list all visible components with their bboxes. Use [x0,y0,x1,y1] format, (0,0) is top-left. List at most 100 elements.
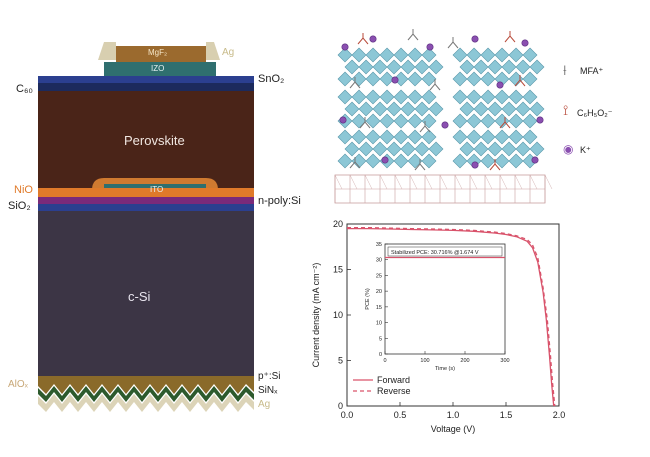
octahedron [407,153,423,169]
octahedron [487,141,503,157]
izo-label: IZO [151,64,165,73]
octahedron [372,141,388,157]
n-poly-si-label: n-poly:Si [258,195,301,207]
octahedron [421,129,437,145]
k-ion [536,116,544,124]
y-tick-label: 10 [333,310,343,320]
octahedron [365,113,381,129]
octahedron [452,47,468,63]
octahedron [487,59,503,75]
octahedron [452,71,468,87]
series-line-reverse [347,226,556,407]
octahedron [508,89,524,105]
k-ion [471,35,479,43]
organic-molecule [357,33,369,45]
jv-chart-svg: 0.0 0.5 1.0 1.5 2.0 0 5 10 15 20 Voltage (V) Curren… [311,219,566,434]
octahedron [459,59,475,75]
octahedron [466,113,482,129]
octahedron [393,129,409,145]
perovskite-octahedra-right [452,47,545,169]
inset-x-tick-label: 200 [460,358,469,364]
lattice-line [514,174,523,190]
device-stack-diagram: MgF₂ Ag IZO SnO₂ C₆₀ Perovskite ITO NiO … [0,0,320,452]
k-ions [339,35,544,169]
sio2-layer [38,204,254,211]
p-si-textured-layer [38,376,254,394]
inset-x-tick-label: 100 [420,358,429,364]
octahedron [407,113,423,129]
c-si-layer [38,211,254,376]
octahedron [459,101,475,117]
octahedron [407,47,423,63]
inset-y-axis-label: PCE (%) [365,288,371,310]
inset-x-tick-label: 300 [500,358,509,364]
octahedron [466,47,482,63]
octahedron [379,89,395,105]
legend-label-reverse: Reverse [377,386,411,396]
crystal-structure-svg [334,29,553,204]
octahedron [522,47,538,63]
octahedron [414,59,430,75]
octahedron [452,153,468,169]
lattice-line [469,174,478,190]
octahedron [529,101,545,117]
octahedron [428,101,444,117]
inset-y-tick-label: 30 [376,258,382,264]
perovskite-label: Perovskite [124,133,185,148]
octahedron [365,89,381,105]
octahedron [386,59,402,75]
octahedron [459,141,475,157]
ag-bottom-label: Ag [258,399,271,410]
perovskite-octahedra-left [337,47,444,169]
k-ion [426,43,434,51]
alox-sinx-layer [38,386,254,402]
octahedron [428,59,444,75]
octahedron [358,59,374,75]
x-tick-label: 1.0 [447,410,460,420]
inset-y-tick-label: 0 [379,352,382,358]
octahedron [351,129,367,145]
octahedron [407,71,423,87]
formate-legend-label: C₆H₅O₂⁻ [577,108,613,118]
octahedron [372,101,388,117]
octahedron [393,47,409,63]
series-line-forward [347,227,555,407]
k-ion-legend-label: K⁺ [580,145,591,155]
octahedron [452,113,468,129]
octahedron [508,129,524,145]
perovskite-layer [38,91,254,188]
octahedron [421,47,437,63]
k-ion [471,161,479,169]
octahedron [337,129,353,145]
substrate-lattice [334,174,553,204]
organic-molecule [489,159,501,171]
k-ion [496,81,504,89]
crystal-structure-diagram: ⟊ MFA⁺ ⟟ C₆H₅O₂⁻ ◉ K⁺ [325,25,645,215]
sio2-label: SiO₂ [8,200,31,212]
octahedron [421,113,437,129]
y-axis-label: Current density (mA cm⁻²) [311,263,321,368]
organic-molecule [349,77,361,89]
octahedron [344,101,360,117]
octahedron [515,59,531,75]
octahedron [358,101,374,117]
c-si-label: c-Si [128,289,151,304]
octahedron [508,113,524,129]
nio-layer [38,188,254,197]
k-ion [339,116,347,124]
octahedron [508,153,524,169]
octahedron [379,129,395,145]
lattice-line [529,174,538,190]
octahedron [452,89,468,105]
x-tick-label: 2.0 [553,410,566,420]
octahedron [473,141,489,157]
octahedron [473,101,489,117]
octahedron [515,141,531,157]
k-ion [441,121,449,129]
k-ion-legend-icon: ◉ [563,142,574,156]
x-tick-label: 0.0 [341,410,354,420]
octahedron [501,141,517,157]
octahedron [473,59,489,75]
octahedron [351,71,367,87]
device-stack-svg [38,42,254,412]
